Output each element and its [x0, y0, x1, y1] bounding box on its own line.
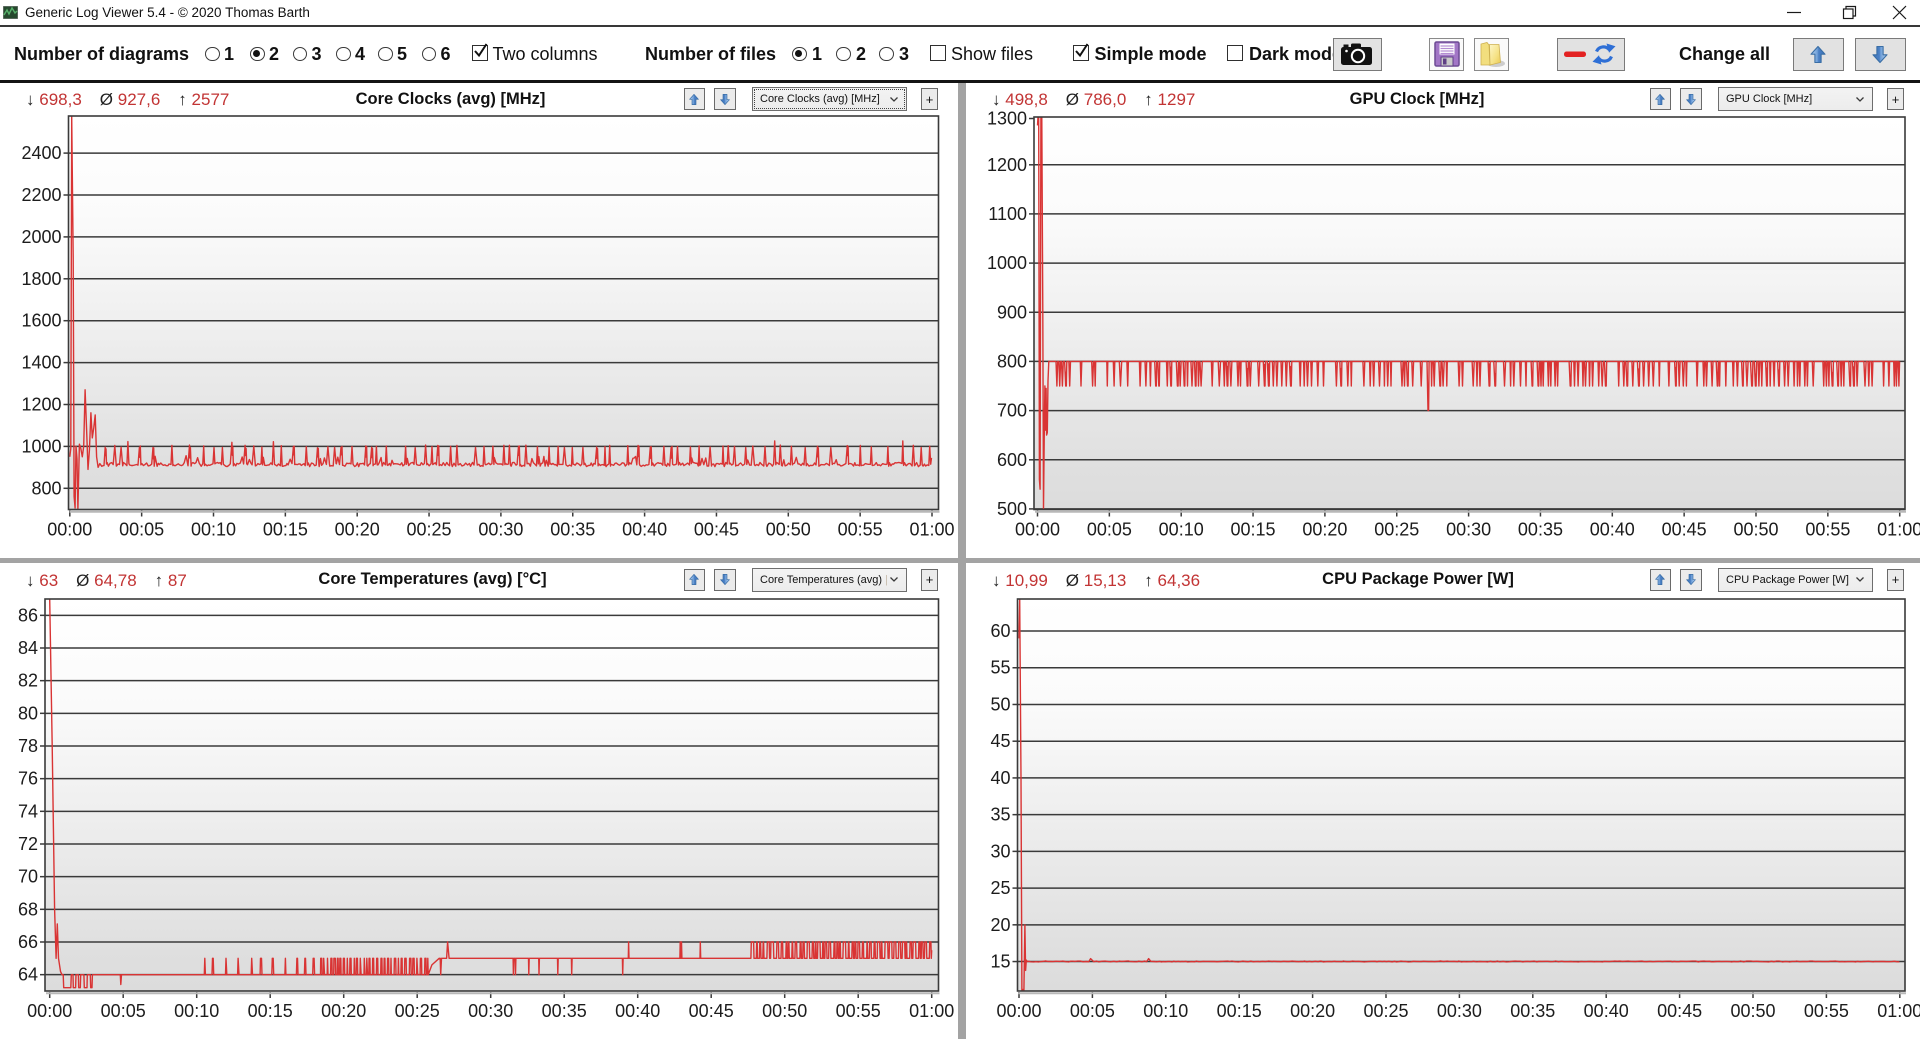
svg-text:00:40: 00:40 — [622, 520, 667, 540]
svg-text:00:00: 00:00 — [27, 1001, 72, 1021]
svg-text:1200: 1200 — [987, 155, 1027, 175]
svg-text:00:25: 00:25 — [395, 1001, 440, 1021]
svg-text:45: 45 — [990, 731, 1010, 751]
svg-text:00:50: 00:50 — [762, 1001, 807, 1021]
svg-text:800: 800 — [31, 478, 61, 498]
svg-text:00:25: 00:25 — [1374, 520, 1419, 540]
svg-text:00:45: 00:45 — [694, 520, 739, 540]
svg-text:00:10: 00:10 — [1159, 520, 1204, 540]
svg-text:72: 72 — [18, 834, 38, 854]
svg-text:86: 86 — [18, 605, 38, 625]
svg-text:00:30: 00:30 — [1446, 520, 1491, 540]
svg-text:00:30: 00:30 — [468, 1001, 513, 1021]
svg-text:00:35: 00:35 — [542, 1001, 587, 1021]
svg-text:00:25: 00:25 — [407, 520, 452, 540]
svg-text:66: 66 — [18, 932, 38, 952]
svg-text:00:45: 00:45 — [1657, 1001, 1702, 1021]
svg-text:00:40: 00:40 — [615, 1001, 660, 1021]
svg-text:900: 900 — [997, 302, 1027, 322]
svg-text:600: 600 — [997, 450, 1027, 470]
svg-text:01:00: 01:00 — [1877, 1001, 1920, 1021]
svg-text:2000: 2000 — [21, 227, 61, 247]
svg-text:74: 74 — [18, 801, 38, 821]
svg-text:00:55: 00:55 — [838, 520, 883, 540]
svg-text:1400: 1400 — [21, 353, 61, 373]
svg-text:1000: 1000 — [987, 253, 1027, 273]
svg-text:15: 15 — [990, 952, 1010, 972]
svg-text:00:50: 00:50 — [766, 520, 811, 540]
svg-text:00:00: 00:00 — [996, 1001, 1041, 1021]
svg-text:00:55: 00:55 — [1805, 520, 1850, 540]
svg-text:84: 84 — [18, 638, 38, 658]
svg-text:2400: 2400 — [21, 143, 61, 163]
svg-text:40: 40 — [990, 768, 1010, 788]
svg-text:00:50: 00:50 — [1733, 520, 1778, 540]
svg-text:30: 30 — [990, 841, 1010, 861]
svg-text:00:05: 00:05 — [101, 1001, 146, 1021]
svg-text:00:10: 00:10 — [191, 520, 236, 540]
svg-text:2200: 2200 — [21, 185, 61, 205]
svg-text:1100: 1100 — [988, 204, 1027, 224]
svg-text:00:35: 00:35 — [1510, 1001, 1555, 1021]
svg-text:01:00: 01:00 — [1877, 520, 1920, 540]
svg-text:00:00: 00:00 — [47, 520, 92, 540]
svg-text:00:20: 00:20 — [335, 520, 380, 540]
svg-text:1000: 1000 — [21, 436, 61, 456]
svg-text:64: 64 — [18, 965, 38, 985]
svg-text:35: 35 — [990, 805, 1010, 825]
svg-text:00:55: 00:55 — [1804, 1001, 1849, 1021]
svg-text:00:15: 00:15 — [1217, 1001, 1262, 1021]
svg-text:00:05: 00:05 — [119, 520, 164, 540]
svg-text:00:15: 00:15 — [1231, 520, 1276, 540]
svg-text:80: 80 — [18, 703, 38, 723]
svg-text:20: 20 — [990, 915, 1010, 935]
svg-text:00:35: 00:35 — [550, 520, 595, 540]
svg-text:60: 60 — [990, 621, 1010, 641]
svg-text:00:05: 00:05 — [1087, 520, 1132, 540]
svg-text:500: 500 — [997, 499, 1027, 519]
svg-text:01:00: 01:00 — [909, 1001, 954, 1021]
svg-text:00:30: 00:30 — [478, 520, 523, 540]
svg-text:00:20: 00:20 — [1290, 1001, 1335, 1021]
svg-text:00:50: 00:50 — [1730, 1001, 1775, 1021]
svg-text:76: 76 — [18, 769, 38, 789]
svg-text:00:10: 00:10 — [1143, 1001, 1188, 1021]
svg-text:00:15: 00:15 — [263, 520, 308, 540]
svg-text:1600: 1600 — [21, 311, 61, 331]
svg-text:00:40: 00:40 — [1590, 520, 1635, 540]
svg-text:68: 68 — [18, 899, 38, 919]
svg-text:50: 50 — [990, 694, 1010, 714]
svg-text:00:55: 00:55 — [836, 1001, 881, 1021]
svg-text:00:25: 00:25 — [1363, 1001, 1408, 1021]
svg-text:00:45: 00:45 — [689, 1001, 734, 1021]
svg-text:00:05: 00:05 — [1070, 1001, 1115, 1021]
svg-text:25: 25 — [990, 878, 1010, 898]
svg-text:00:00: 00:00 — [1015, 520, 1060, 540]
svg-text:1200: 1200 — [21, 395, 61, 415]
svg-text:1800: 1800 — [21, 269, 61, 289]
svg-text:00:20: 00:20 — [1302, 520, 1347, 540]
svg-text:00:15: 00:15 — [248, 1001, 293, 1021]
svg-text:00:10: 00:10 — [174, 1001, 219, 1021]
svg-text:78: 78 — [18, 736, 38, 756]
svg-text:70: 70 — [18, 867, 38, 887]
svg-text:00:45: 00:45 — [1662, 520, 1707, 540]
svg-text:00:35: 00:35 — [1518, 520, 1563, 540]
svg-text:00:40: 00:40 — [1584, 1001, 1629, 1021]
svg-text:55: 55 — [990, 658, 1010, 678]
svg-text:00:30: 00:30 — [1437, 1001, 1482, 1021]
svg-text:00:20: 00:20 — [321, 1001, 366, 1021]
svg-text:82: 82 — [18, 671, 38, 691]
svg-text:01:00: 01:00 — [909, 520, 954, 540]
svg-text:700: 700 — [997, 401, 1027, 421]
svg-text:1300: 1300 — [987, 109, 1027, 129]
svg-text:800: 800 — [997, 351, 1027, 371]
